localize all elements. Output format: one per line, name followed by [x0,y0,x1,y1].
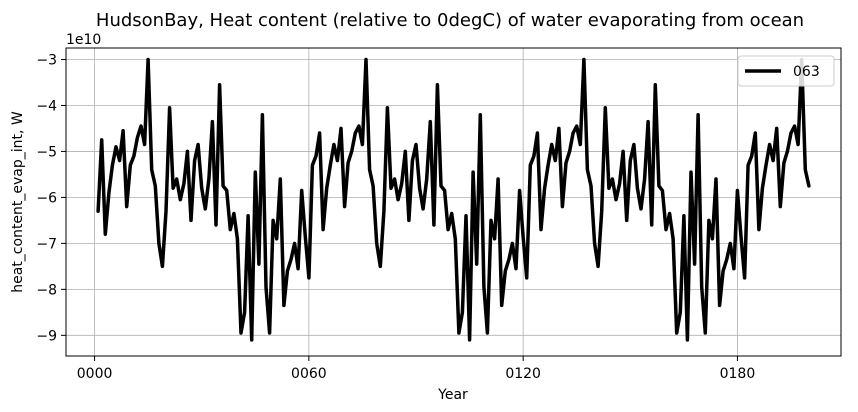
grid [66,48,841,356]
y-tick-label: −7 [36,236,57,252]
y-offset-text: 1e10 [66,32,101,48]
y-axis-label: heat_content_evap_int, W [10,111,26,293]
chart-title: HudsonBay, Heat content (relative to 0de… [96,10,804,31]
y-tick-label: −9 [36,328,57,344]
y-tick-label: −8 [36,282,57,298]
x-axis: 0000 0060 0120 0180 [77,356,755,382]
y-tick-label: −6 [36,190,57,206]
y-tick-label: −3 [36,52,57,68]
y-tick-label: −4 [36,98,57,114]
plot-frame [65,47,842,357]
x-tick-label: 0120 [505,366,541,382]
x-tick-label: 0180 [720,366,756,382]
x-tick-label: 0060 [291,366,327,382]
series-line-063 [96,57,811,342]
legend: 063 [737,55,835,87]
x-axis-label: Year [437,387,468,403]
x-tick-label: 0000 [77,366,113,382]
y-tick-label: −5 [36,144,57,160]
y-axis: −9 −8 −7 −6 −5 −4 −3 [36,52,66,344]
legend-label-063: 063 [793,64,820,80]
series-layer [96,57,811,342]
legend-box [737,55,835,87]
